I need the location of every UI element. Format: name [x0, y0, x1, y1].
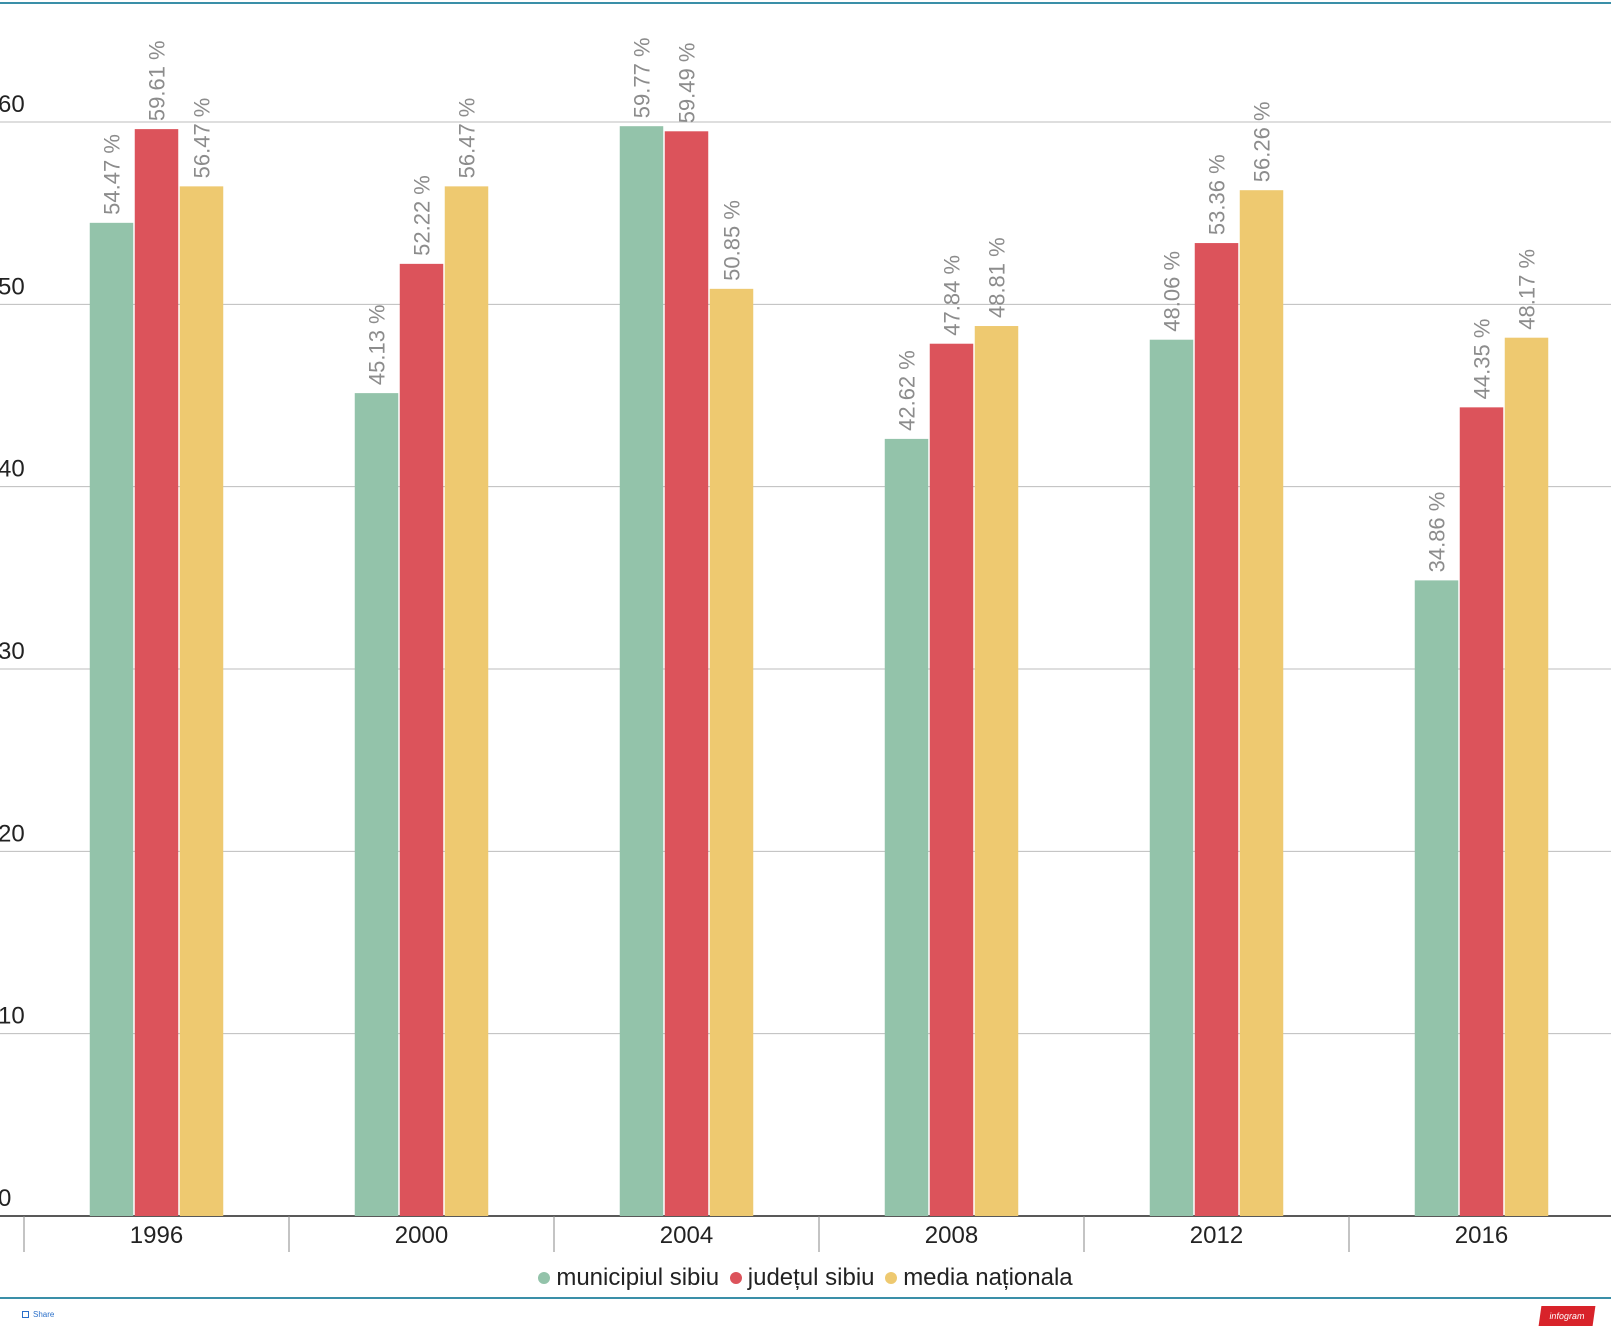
bar-media-2008: [974, 326, 1019, 1216]
legend-item-judetul[interactable]: județul sibiu: [729, 1264, 875, 1292]
data-label-judetul-2000: 52.22 %: [410, 175, 435, 256]
bar-judetul-2000: [399, 263, 444, 1216]
bar-judetul-2004: [664, 131, 709, 1217]
bar-chart: 0 10 20 30 40 50 60 54.47 % 59.61 % 56.47 % 1996 45…: [0, 37, 1611, 1252]
y-tick-label: 20: [0, 820, 25, 847]
data-label-municipiul-2000: 45.13 %: [365, 304, 390, 385]
legend-label-judetul: județul sibiu: [747, 1264, 875, 1291]
legend-dot-judetul: [729, 1272, 742, 1284]
bar-media-1996: [179, 186, 224, 1217]
data-label-media-2004: 50.85 %: [720, 200, 745, 281]
data-label-judetul-1996: 59.61 %: [145, 40, 170, 121]
data-label-media-2008: 48.81 %: [985, 237, 1010, 318]
x-tick-label-2004: 2004: [660, 1222, 713, 1249]
share-button[interactable]: Share: [22, 1310, 54, 1319]
legend-dot-municipiul: [538, 1272, 551, 1284]
y-tick-label: 40: [0, 456, 25, 483]
top-border: [0, 2, 1611, 4]
data-label-judetul-2008: 47.84 %: [940, 255, 965, 336]
bar-media-2012: [1239, 190, 1284, 1217]
share-icon: [22, 1311, 29, 1318]
data-label-judetul-2016: 44.35 %: [1470, 319, 1495, 400]
bar-media-2016: [1504, 337, 1549, 1217]
bar-judetul-1996: [134, 129, 179, 1217]
legend-item-media[interactable]: media naționala: [885, 1264, 1073, 1292]
bar-municipiul-2016: [1414, 580, 1459, 1216]
x-tick-label-2000: 2000: [395, 1222, 448, 1249]
bar-municipiul-2008: [884, 438, 929, 1216]
bottom-border: [0, 1297, 1611, 1299]
bar-media-2000: [444, 186, 489, 1217]
data-label-judetul-2012: 53.36 %: [1205, 154, 1230, 235]
data-label-municipiul-2016: 34.86 %: [1425, 492, 1450, 573]
y-tick-label: 30: [0, 638, 25, 665]
infogram-logo[interactable]: infogram: [1538, 1306, 1596, 1326]
bar-media-2004: [709, 288, 754, 1217]
y-tick-label: 50: [0, 273, 25, 300]
bar-municipiul-2000: [354, 393, 399, 1217]
data-label-media-2000: 56.47 %: [455, 98, 480, 179]
legend-dot-media: [885, 1272, 898, 1284]
data-label-municipiul-1996: 54.47 %: [100, 134, 125, 215]
bar-judetul-2008: [929, 343, 974, 1216]
share-label: Share: [33, 1310, 55, 1319]
x-tick-label-2016: 2016: [1455, 1222, 1508, 1249]
data-label-judetul-2004: 59.49 %: [675, 43, 700, 124]
data-label-municipiul-2008: 42.62 %: [895, 350, 920, 431]
x-tick-label-2008: 2008: [925, 1222, 978, 1249]
x-tick-label-2012: 2012: [1190, 1222, 1243, 1249]
bar-judetul-2016: [1459, 407, 1504, 1216]
bar-municipiul-1996: [89, 222, 134, 1217]
legend-label-municipiul: municipiul sibiu: [556, 1264, 720, 1291]
bar-judetul-2012: [1194, 243, 1239, 1216]
y-tick-label: 60: [0, 91, 25, 118]
legend-item-municipiul[interactable]: municipiul sibiu: [538, 1264, 719, 1292]
y-tick-label: 10: [0, 1003, 25, 1030]
legend: municipiul sibiu județul sibiu media naț…: [0, 1263, 1611, 1292]
data-label-media-2016: 48.17 %: [1515, 249, 1540, 330]
brand-label: infogram: [1548, 1311, 1586, 1321]
bar-municipiul-2012: [1149, 339, 1194, 1216]
y-tick-label: 0: [0, 1185, 11, 1212]
bar-municipiul-2004: [619, 126, 664, 1217]
x-tick-label-1996: 1996: [130, 1222, 183, 1249]
data-label-municipiul-2012: 48.06 %: [1160, 251, 1185, 332]
data-label-media-2012: 56.26 %: [1250, 101, 1275, 182]
data-label-media-1996: 56.47 %: [190, 98, 215, 179]
data-label-municipiul-2004: 59.77 %: [630, 37, 655, 118]
legend-label-media: media naționala: [903, 1264, 1073, 1291]
